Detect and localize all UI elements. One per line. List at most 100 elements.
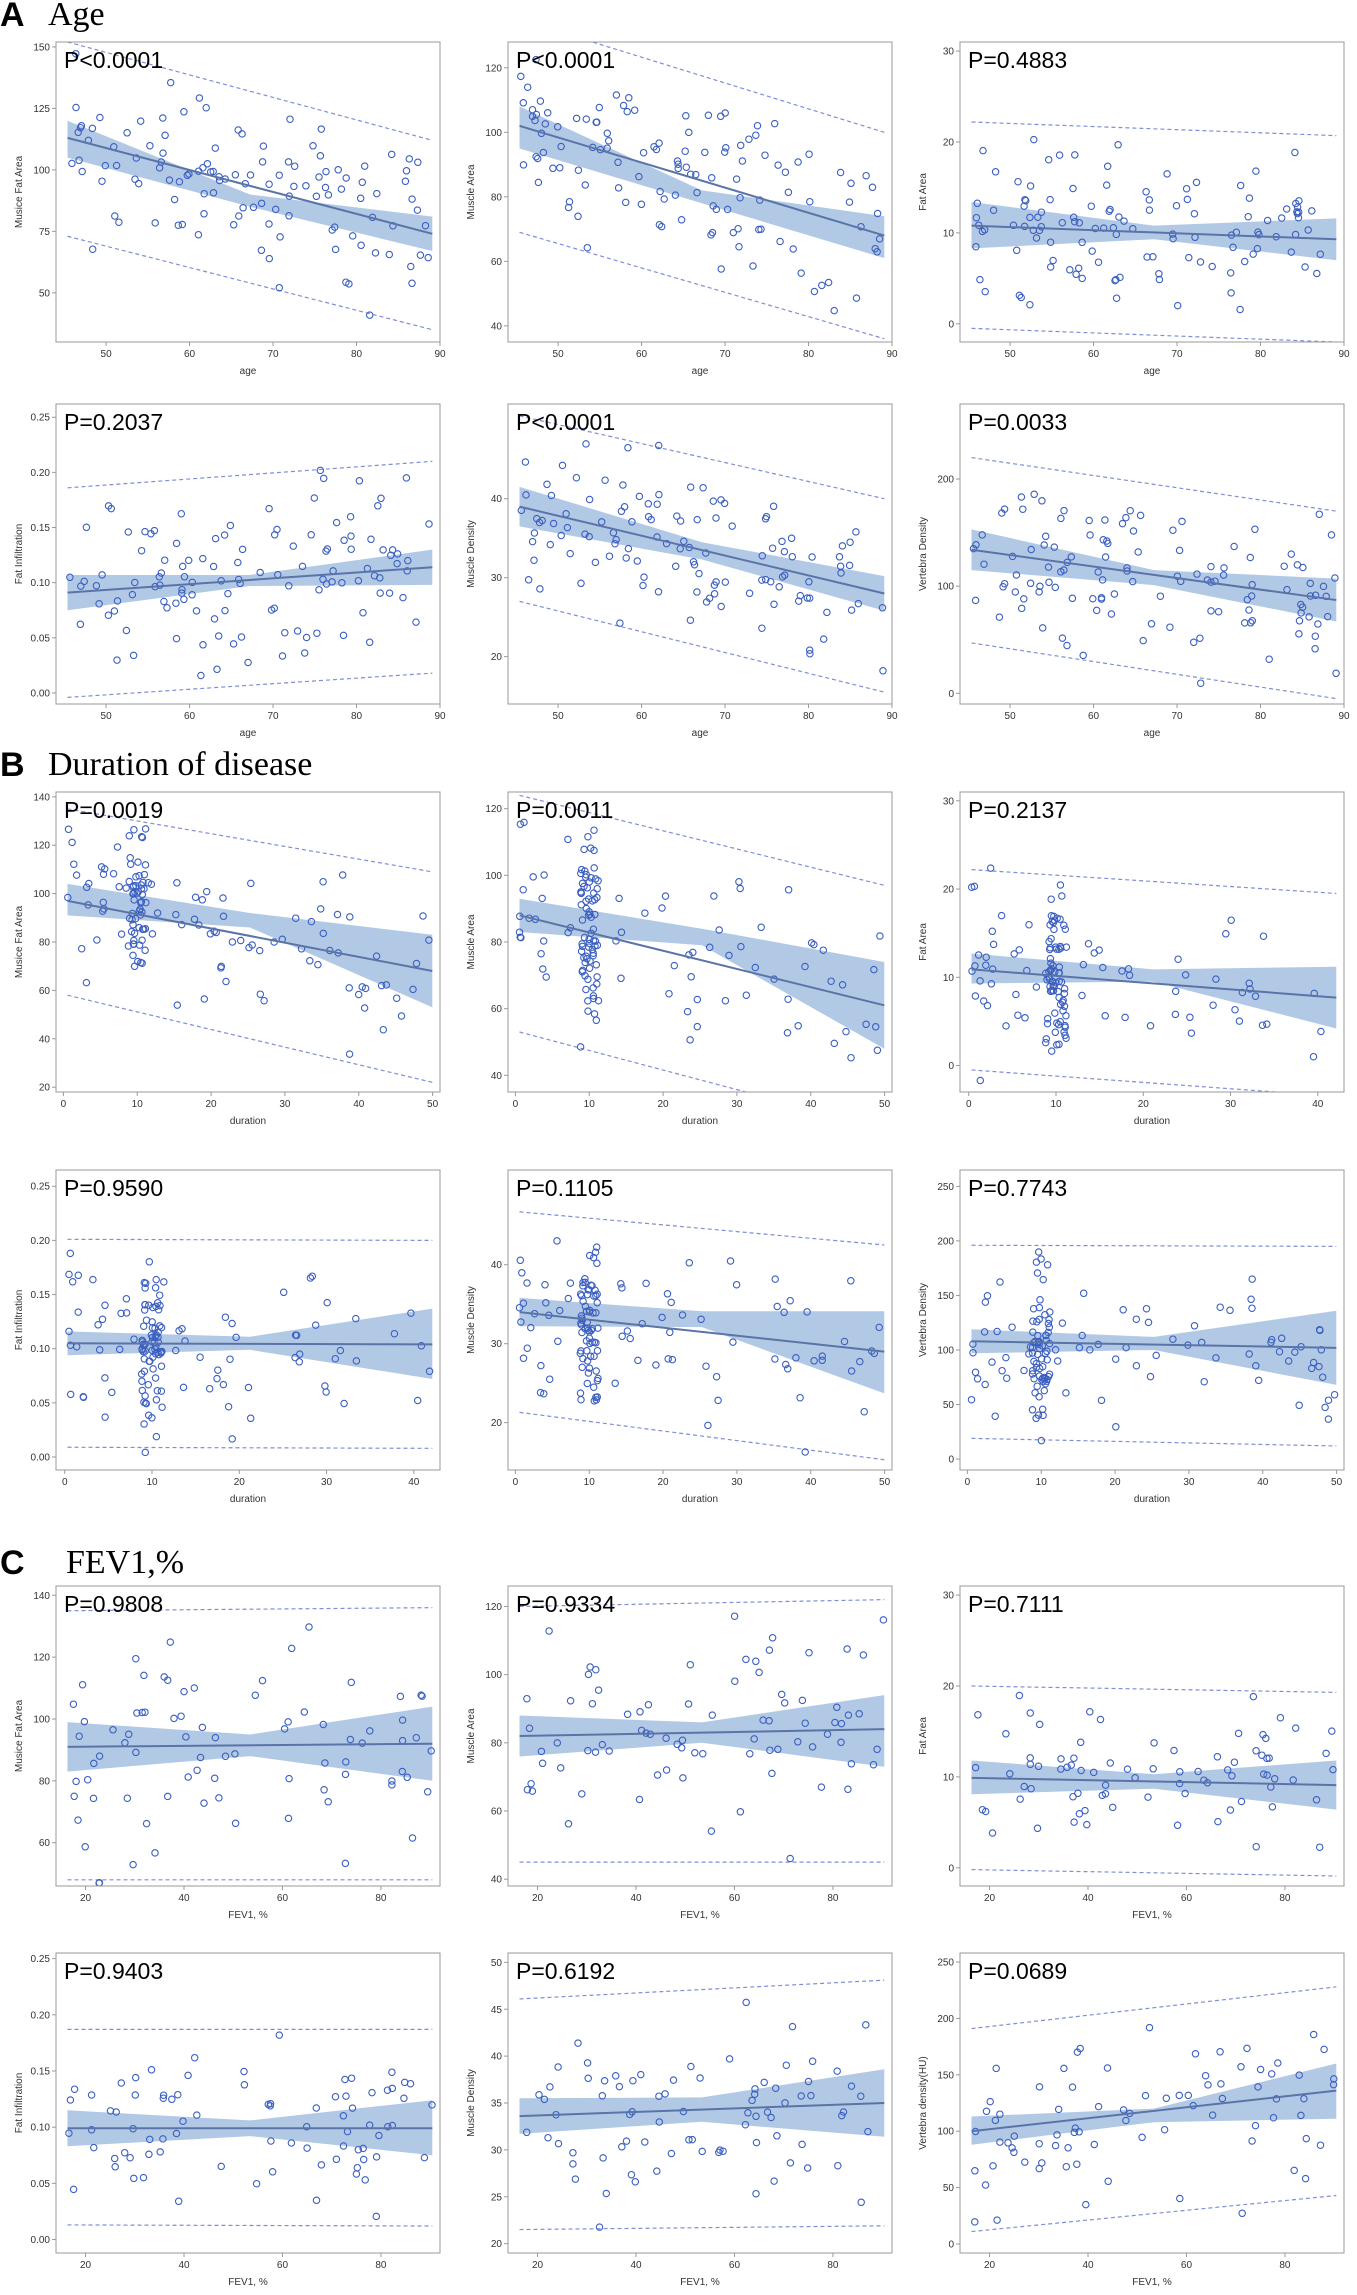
data-point bbox=[1329, 1765, 1337, 1774]
data-point bbox=[527, 1779, 535, 1788]
data-point bbox=[1035, 1392, 1043, 1401]
data-point bbox=[685, 128, 693, 137]
data-point bbox=[784, 188, 793, 197]
p-value-label: P<0.0001 bbox=[516, 409, 615, 435]
data-point bbox=[320, 1786, 328, 1794]
data-point bbox=[1031, 1389, 1039, 1397]
data-point bbox=[368, 2088, 376, 2097]
section-b-title: Duration of disease bbox=[48, 746, 313, 783]
data-point bbox=[857, 2092, 865, 2100]
data-point bbox=[1170, 1746, 1178, 1755]
data-point bbox=[1043, 1019, 1052, 1028]
data-point bbox=[730, 1612, 739, 1620]
data-point bbox=[141, 1300, 149, 1309]
data-point bbox=[413, 1396, 422, 1405]
data-point bbox=[160, 1278, 168, 1286]
data-point bbox=[663, 1290, 672, 1298]
y-axis-label: Fat Area bbox=[918, 1717, 929, 1755]
data-point bbox=[359, 2155, 368, 2164]
data-point bbox=[1097, 593, 1106, 602]
data-point bbox=[1121, 1013, 1129, 1022]
data-point bbox=[1094, 568, 1102, 576]
data-point bbox=[172, 634, 181, 643]
data-point bbox=[1252, 167, 1260, 175]
data-point bbox=[808, 2057, 817, 2066]
data-point bbox=[101, 1301, 109, 1310]
data-point bbox=[704, 1421, 712, 1430]
data-point bbox=[163, 1676, 172, 1684]
data-point bbox=[324, 1798, 332, 1806]
data-point bbox=[871, 244, 879, 253]
data-point bbox=[1263, 1754, 1271, 1763]
data-point bbox=[655, 139, 663, 147]
data-point bbox=[794, 1738, 802, 1746]
data-point bbox=[421, 221, 430, 230]
data-point bbox=[1302, 2134, 1311, 2143]
data-point bbox=[592, 1243, 601, 1251]
data-point bbox=[1038, 624, 1047, 632]
data-point bbox=[751, 2085, 759, 2093]
data-point bbox=[728, 522, 736, 530]
data-point bbox=[630, 106, 639, 114]
data-point bbox=[396, 1692, 405, 1701]
data-point bbox=[1259, 1730, 1267, 1739]
data-point bbox=[1025, 1350, 1033, 1358]
x-tick-label: 20 bbox=[984, 1893, 996, 1904]
data-point bbox=[569, 2160, 577, 2168]
data-point bbox=[701, 148, 709, 157]
data-point bbox=[1207, 607, 1215, 615]
data-point bbox=[1075, 1343, 1084, 1352]
data-point bbox=[140, 884, 148, 893]
data-point bbox=[686, 1036, 694, 1044]
data-point bbox=[385, 250, 394, 259]
data-point bbox=[581, 1275, 589, 1283]
data-point bbox=[357, 241, 365, 250]
data-point bbox=[1226, 269, 1235, 277]
data-point bbox=[553, 1237, 561, 1245]
data-point bbox=[1277, 1334, 1286, 1343]
y-tick-label: 0 bbox=[948, 1863, 954, 1874]
x-tick-label: 0 bbox=[966, 1099, 972, 1110]
x-tick-label: 20 bbox=[80, 2260, 92, 2271]
data-point bbox=[1008, 1323, 1016, 1331]
data-point bbox=[375, 2131, 383, 2140]
data-point bbox=[65, 1270, 73, 1279]
data-point bbox=[516, 820, 525, 828]
prediction-limit-upper bbox=[971, 869, 1337, 895]
data-point bbox=[854, 599, 863, 608]
data-point bbox=[1060, 506, 1068, 515]
data-point bbox=[584, 911, 593, 919]
data-point bbox=[736, 1808, 745, 1816]
data-point bbox=[312, 192, 321, 201]
data-point bbox=[553, 1739, 562, 1747]
y-axis-label: Fat Infiltration bbox=[14, 2073, 25, 2134]
data-point bbox=[285, 212, 293, 220]
data-point bbox=[129, 921, 137, 929]
data-point bbox=[583, 1357, 592, 1365]
data-point bbox=[154, 1305, 163, 1314]
data-point bbox=[673, 1740, 681, 1749]
data-point bbox=[749, 262, 757, 270]
x-tick-label: 20 bbox=[984, 2260, 996, 2271]
data-point bbox=[810, 1357, 818, 1365]
data-point bbox=[991, 168, 1000, 176]
data-point bbox=[1171, 987, 1180, 996]
data-point bbox=[725, 2055, 734, 2063]
data-point bbox=[1026, 1709, 1035, 1717]
data-point bbox=[614, 184, 623, 192]
data-point bbox=[1086, 531, 1094, 539]
data-point bbox=[693, 1022, 702, 1031]
data-point bbox=[547, 491, 556, 500]
data-point bbox=[721, 996, 730, 1005]
data-point bbox=[1033, 1318, 1041, 1326]
data-point bbox=[140, 1420, 148, 1428]
data-point bbox=[412, 618, 420, 626]
data-point bbox=[1050, 543, 1059, 551]
data-point bbox=[794, 158, 802, 166]
data-point bbox=[577, 1321, 586, 1329]
x-tick-label: 40 bbox=[408, 1477, 420, 1488]
data-point bbox=[537, 949, 545, 958]
data-point bbox=[582, 897, 590, 905]
data-point bbox=[307, 917, 316, 926]
data-point bbox=[705, 943, 714, 952]
